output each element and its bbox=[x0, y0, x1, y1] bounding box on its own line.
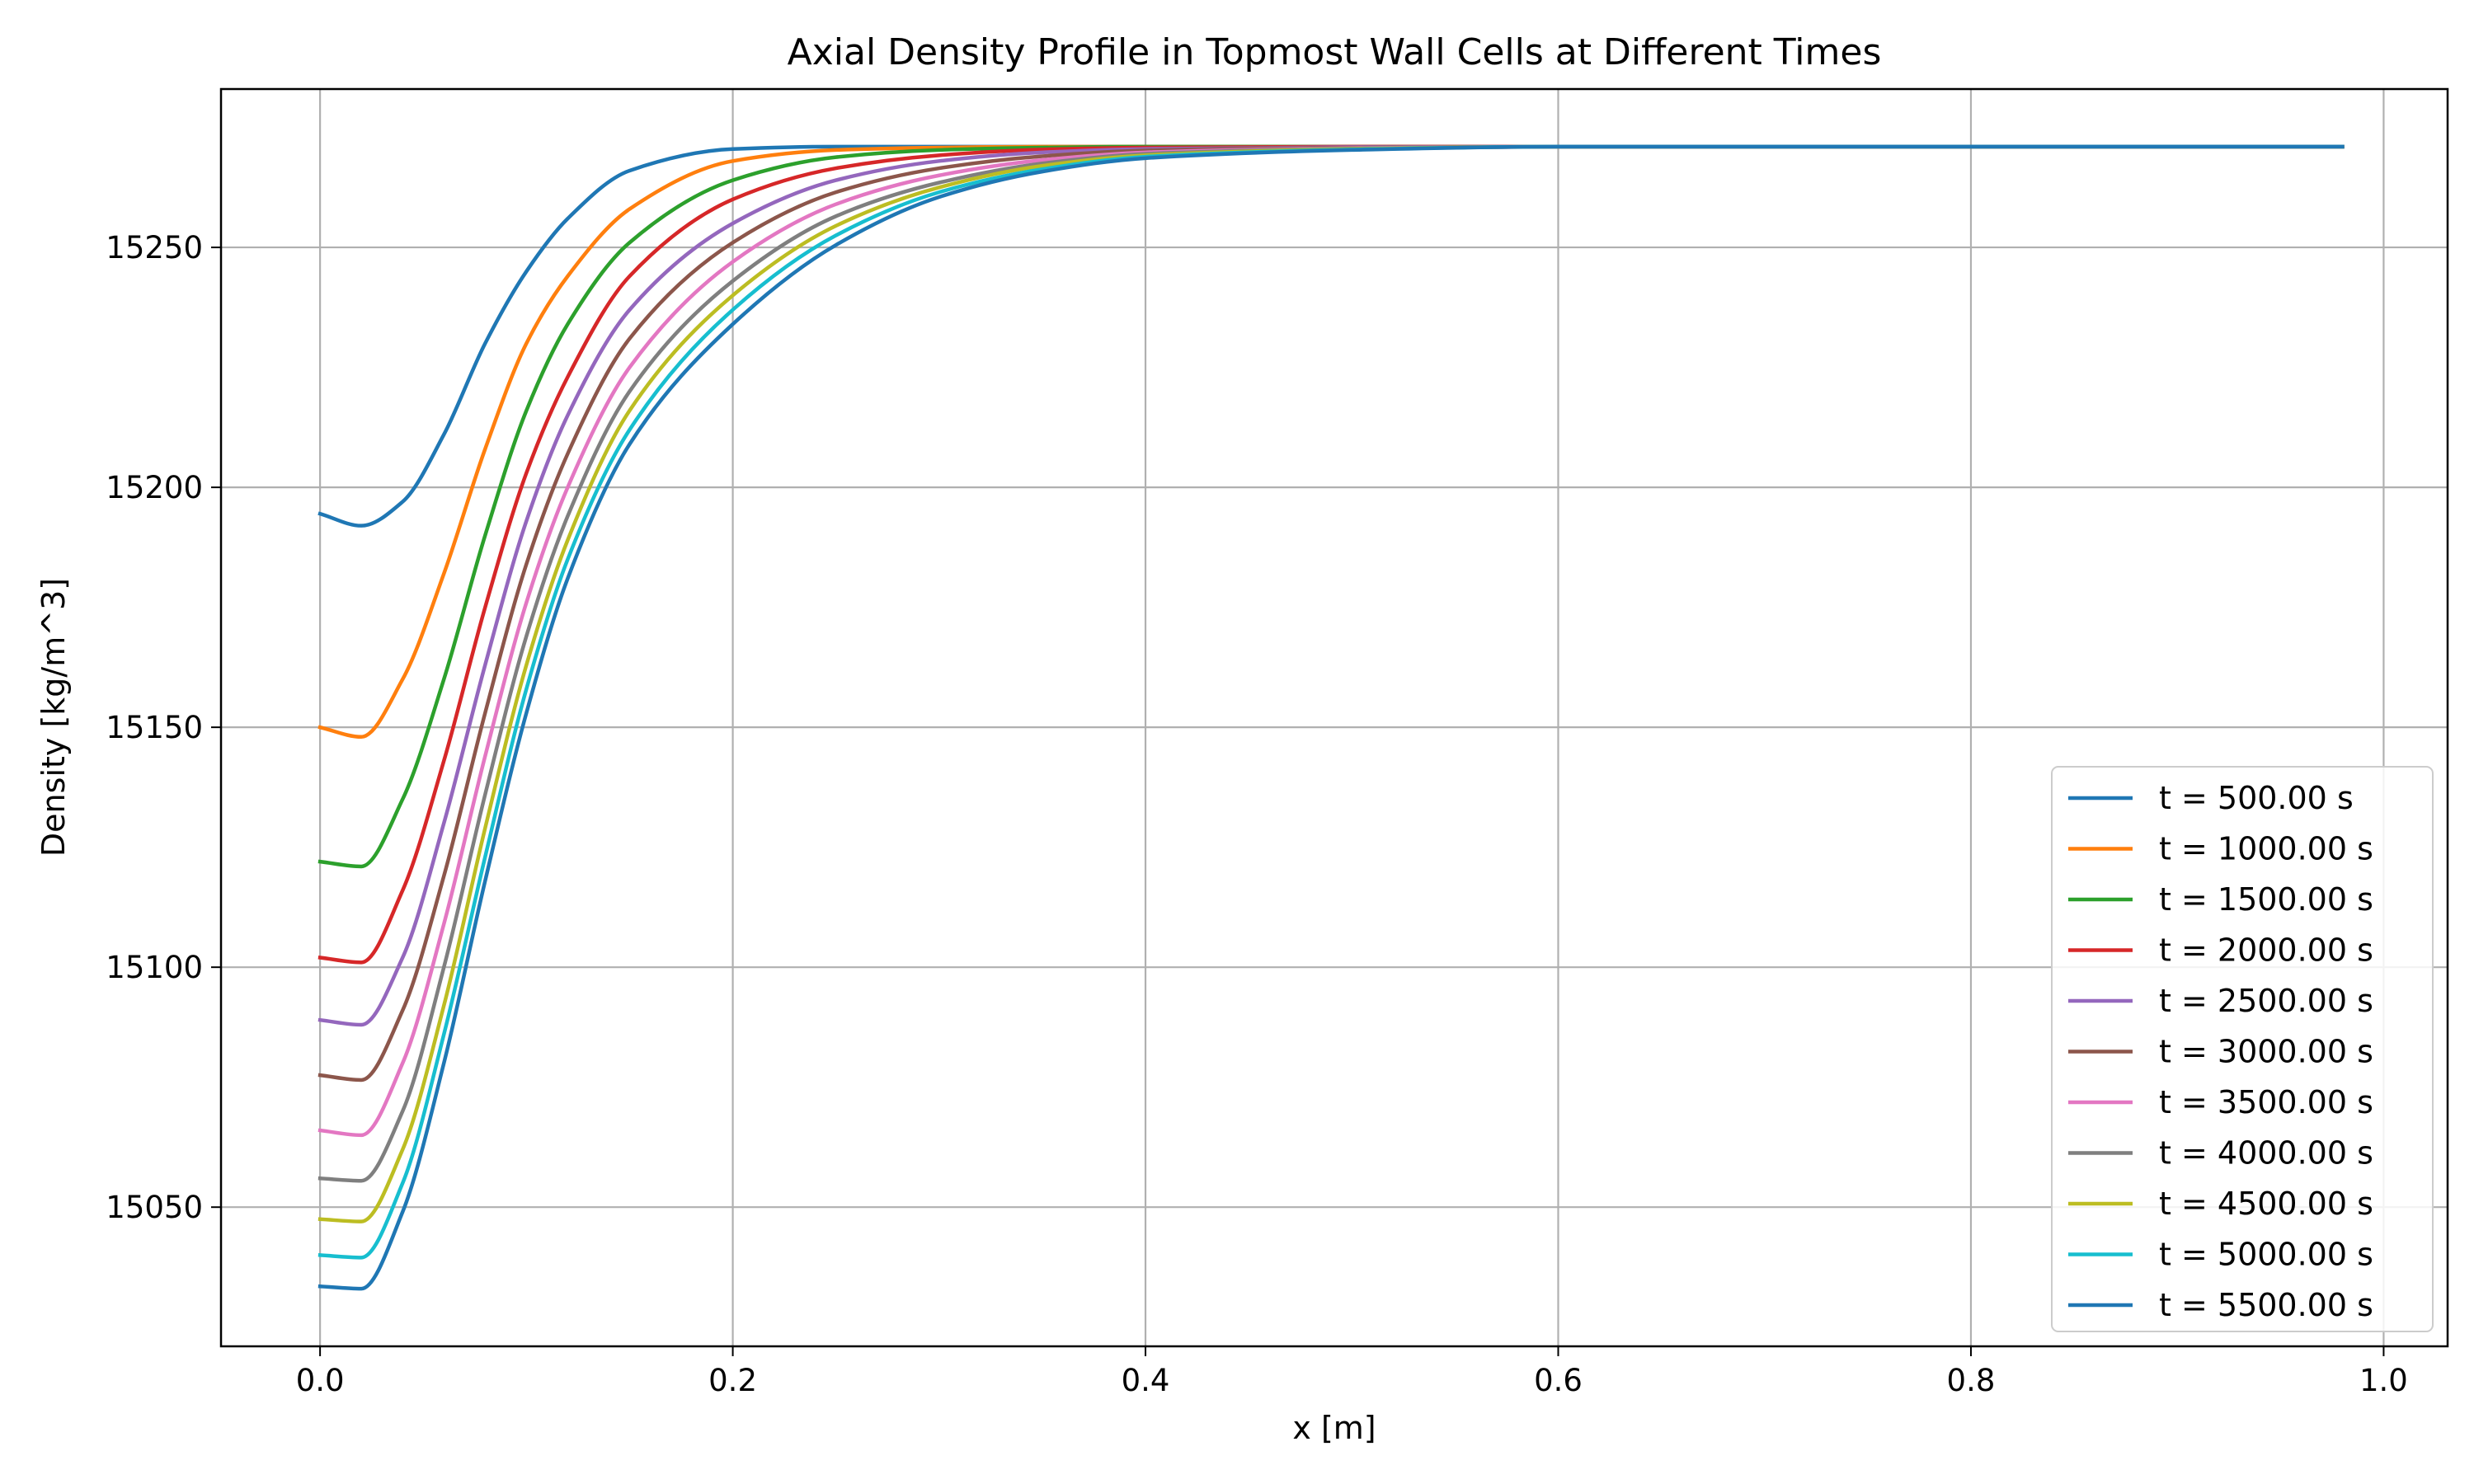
x-tick-label: 0.4 bbox=[1122, 1363, 1170, 1398]
y-tick-label: 15150 bbox=[106, 710, 203, 745]
legend-label: t = 4500.00 s bbox=[2159, 1186, 2373, 1222]
legend: t = 500.00 s t = 1000.00 s t = 1500.00 s t … bbox=[2051, 766, 2434, 1332]
chart-title: Axial Density Profile in Topmost Wall Ce… bbox=[788, 31, 1882, 73]
plot-frame bbox=[219, 87, 2449, 1348]
x-tick-label: 0.0 bbox=[296, 1363, 345, 1398]
legend-label: t = 1000.00 s bbox=[2159, 831, 2373, 867]
legend-label: t = 2500.00 s bbox=[2159, 983, 2373, 1019]
axis-ticks: 0.0 0.2 0.4 0.6 0.8 1.0 15050 15100 15150 15200 15… bbox=[106, 230, 2408, 1398]
y-tick-label: 15050 bbox=[106, 1190, 203, 1225]
legend-label: t = 5000.00 s bbox=[2159, 1237, 2373, 1273]
legend-label: t = 1500.00 s bbox=[2159, 881, 2373, 918]
legend-label: t = 500.00 s bbox=[2159, 780, 2354, 816]
x-tick-label: 0.8 bbox=[1947, 1363, 1996, 1398]
legend-label: t = 2000.00 s bbox=[2159, 932, 2373, 969]
legend-box bbox=[2051, 766, 2434, 1332]
x-tick-label: 1.0 bbox=[2359, 1363, 2408, 1398]
x-tick-label: 0.6 bbox=[1534, 1363, 1583, 1398]
y-tick-label: 15250 bbox=[106, 230, 203, 265]
legend-label: t = 3000.00 s bbox=[2159, 1034, 2373, 1070]
y-tick-label: 15100 bbox=[106, 950, 203, 985]
x-axis-label: x [m] bbox=[1292, 1410, 1376, 1446]
legend-label: t = 4000.00 s bbox=[2159, 1135, 2373, 1172]
series-lines bbox=[317, 144, 2345, 1291]
series-line-11 bbox=[317, 144, 2345, 1291]
y-tick-label: 15200 bbox=[106, 470, 203, 505]
x-tick-label: 0.2 bbox=[708, 1363, 757, 1398]
legend-label: t = 5500.00 s bbox=[2159, 1287, 2373, 1323]
y-axis-label: Density [kg/m^3] bbox=[35, 578, 72, 857]
legend-label: t = 3500.00 s bbox=[2159, 1084, 2373, 1120]
